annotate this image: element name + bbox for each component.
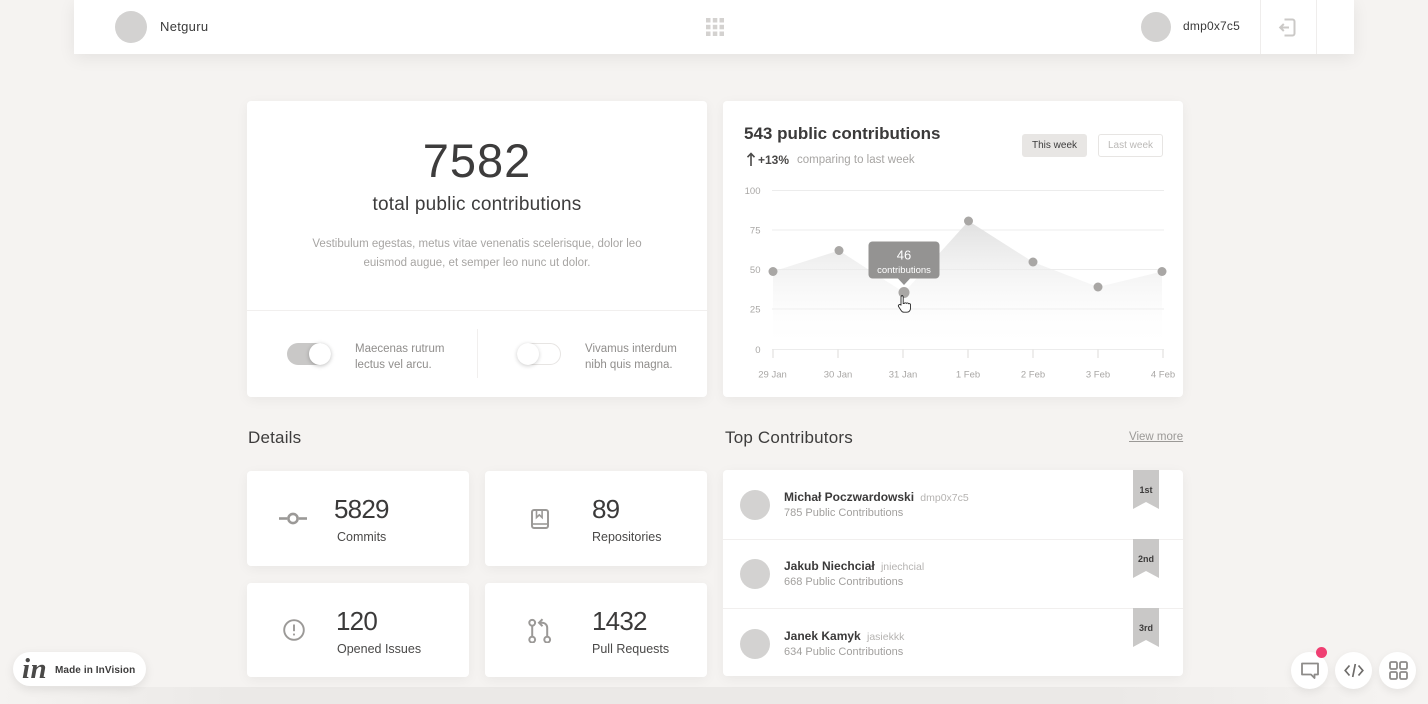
svg-text:4 Feb: 4 Feb: [1151, 370, 1175, 381]
svg-text:100: 100: [745, 186, 761, 197]
svg-text:2 Feb: 2 Feb: [1021, 370, 1045, 381]
svg-text:29 Jan: 29 Jan: [758, 370, 787, 381]
svg-text:31 Jan: 31 Jan: [889, 370, 918, 381]
svg-text:contributions: contributions: [877, 265, 931, 276]
svg-text:0: 0: [755, 345, 760, 356]
svg-text:30 Jan: 30 Jan: [824, 370, 853, 381]
svg-text:25: 25: [750, 304, 761, 315]
svg-text:75: 75: [750, 225, 761, 236]
svg-text:1 Feb: 1 Feb: [956, 370, 980, 381]
svg-text:46: 46: [897, 248, 911, 263]
svg-text:3 Feb: 3 Feb: [1086, 370, 1110, 381]
svg-text:50: 50: [750, 265, 761, 276]
